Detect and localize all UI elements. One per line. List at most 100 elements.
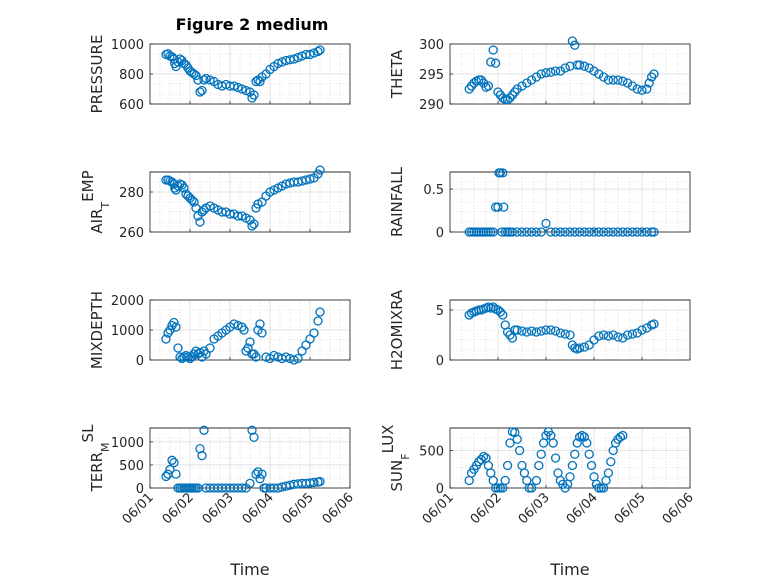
data-point [199, 75, 209, 85]
data-point [305, 49, 315, 60]
data-point [169, 317, 179, 328]
data-point [649, 227, 659, 237]
data-point [201, 73, 211, 84]
data-point [574, 343, 585, 353]
data-point [502, 95, 513, 105]
data-point [245, 478, 255, 489]
data-point [197, 85, 207, 96]
data-point [505, 227, 515, 237]
data-point [195, 87, 205, 97]
data-point [161, 471, 171, 482]
data-point [560, 329, 570, 339]
y-axis-label: THETA [388, 49, 406, 99]
data-point [255, 76, 265, 87]
data-point [570, 40, 580, 50]
data-point [289, 54, 299, 64]
data-point [269, 350, 279, 361]
data-point [550, 326, 561, 336]
data-point [313, 46, 323, 57]
data-point [618, 227, 628, 237]
data-point [541, 325, 551, 335]
data-point [572, 438, 582, 448]
data-point [579, 61, 590, 71]
data-point [606, 457, 616, 467]
y-tick-label: 1000 [111, 324, 144, 339]
data-point [512, 325, 522, 335]
data-point [536, 227, 546, 237]
data-point [632, 227, 642, 237]
data-point [646, 227, 657, 237]
data-point [490, 483, 501, 493]
data-point [618, 333, 628, 343]
data-point [505, 330, 515, 340]
data-point [249, 219, 259, 229]
data-point [257, 328, 267, 338]
axis-frame [149, 171, 351, 233]
data-point [502, 227, 513, 237]
data-point [565, 472, 575, 482]
data-point [550, 66, 561, 76]
data-point [517, 227, 527, 237]
data-point [483, 81, 494, 91]
data-point [565, 330, 575, 340]
data-point [560, 227, 570, 237]
data-point [247, 221, 257, 231]
data-point [464, 227, 474, 237]
series-markers [161, 165, 325, 231]
data-point [560, 63, 570, 73]
subplot-rainfall: 0 0.5 RAINFALL [388, 166, 691, 241]
data-point [173, 343, 183, 353]
data-point [241, 85, 251, 96]
x-tick-label: 06/05 [280, 490, 317, 527]
data-point [608, 75, 618, 85]
data-point [570, 227, 580, 237]
data-point [237, 84, 247, 94]
data-point [577, 430, 587, 441]
data-point [512, 434, 522, 444]
data-point [536, 69, 546, 79]
data-point [536, 449, 546, 459]
x-tick-label: 06/03 [200, 490, 237, 527]
data-point [195, 347, 205, 358]
data-point [596, 483, 606, 493]
data-point [195, 217, 205, 227]
data-point [555, 227, 566, 237]
data-point [229, 319, 239, 329]
data-point [567, 460, 578, 471]
data-point [550, 453, 561, 463]
data-point [205, 75, 215, 85]
y-tick-label: 300 [419, 38, 444, 53]
y-axis-label: PRESSURE [88, 35, 106, 114]
data-point [642, 84, 652, 94]
data-point [584, 449, 594, 459]
data-point [526, 483, 537, 493]
data-point [478, 451, 489, 462]
subplot-mixdepth: 0 1000 2000 MIXDEPTH [88, 291, 351, 369]
x-tick-label: 06/05 [612, 490, 649, 527]
x-tick-label: 06/04 [240, 490, 277, 527]
data-point [517, 81, 527, 91]
data-point [199, 425, 209, 435]
data-point [197, 451, 207, 461]
data-point [478, 227, 489, 237]
data-point [313, 316, 323, 326]
data-point [627, 227, 638, 237]
data-point [622, 330, 633, 340]
data-point [649, 69, 659, 79]
data-point [603, 331, 614, 341]
axis-frame [449, 299, 691, 361]
subplot-h2omixra: 0 5 H2OMIXRA [388, 289, 691, 370]
data-point [649, 319, 659, 329]
data-point [536, 326, 546, 336]
data-point [526, 75, 537, 85]
data-point [171, 322, 181, 332]
data-point [481, 227, 491, 237]
y-tick-label: 500 [119, 459, 144, 474]
data-point [289, 355, 299, 365]
y-tick-label: 500 [419, 445, 444, 460]
data-point [555, 66, 566, 76]
data-point [632, 328, 642, 338]
subplot-theta: 290 295 300 THETA [388, 36, 691, 113]
data-point [615, 432, 626, 442]
data-point [586, 460, 597, 471]
